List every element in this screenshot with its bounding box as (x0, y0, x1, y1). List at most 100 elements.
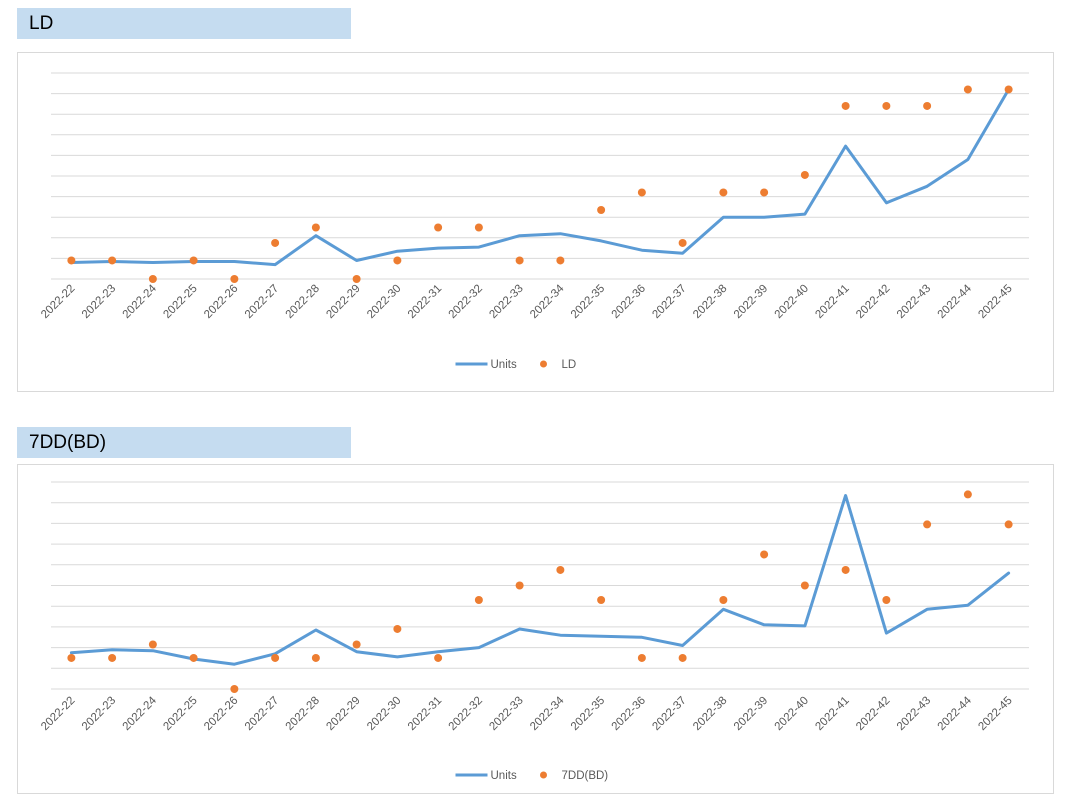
x-tick-label: 2022-44 (936, 694, 975, 733)
data-point (271, 238, 280, 247)
section-header-ld: LD (17, 8, 351, 39)
x-tick-label: 2022-36 (610, 695, 648, 733)
data-point (556, 565, 565, 574)
data-point (841, 101, 850, 110)
data-point (230, 275, 239, 283)
data-point (474, 223, 483, 232)
x-tick-label: 2022-32 (447, 695, 485, 733)
x-tick-label: 2022-39 (732, 283, 770, 321)
data-point (760, 188, 769, 197)
data-point (108, 653, 117, 662)
data-point (271, 653, 280, 662)
data-point (597, 595, 606, 604)
x-tick-label: 2022-37 (650, 283, 688, 321)
data-point (393, 256, 402, 265)
x-tick-label: 2022-30 (365, 695, 403, 733)
x-tick-label: 2022-25 (161, 283, 199, 321)
x-tick-label: 2022-24 (121, 282, 160, 321)
data-point (1004, 520, 1013, 529)
section-header-7dd: 7DD(BD) (17, 427, 351, 458)
x-tick-label: 2022-41 (813, 695, 851, 733)
data-point (637, 653, 646, 662)
legend-label: 7DD(BD) (562, 770, 609, 782)
data-point (963, 490, 972, 499)
data-point (882, 101, 891, 110)
x-tick-label: 2022-28 (284, 283, 322, 321)
x-tick-label: 2022-34 (528, 694, 567, 733)
data-point (637, 188, 646, 197)
legend-label: Units (491, 770, 517, 782)
x-axis-ticks: 2022-22 2022-23 2022-24 2022-25 2022-26 2022-… (39, 694, 1015, 733)
data-point (963, 85, 972, 94)
data-point (474, 595, 483, 604)
data-point (597, 205, 606, 214)
data-point (678, 238, 687, 247)
x-tick-label: 2022-40 (773, 695, 811, 733)
data-point (189, 256, 198, 265)
x-tick-label: 2022-32 (447, 283, 485, 321)
legend-dot-swatch (540, 771, 547, 779)
chart-svg: 2022-22 2022-23 2022-24 2022-25 2022-26 2022-… (39, 481, 1029, 782)
x-tick-label: 2022-37 (650, 695, 688, 733)
x-tick-label: 2022-41 (813, 283, 851, 321)
x-tick-label: 2022-42 (854, 695, 892, 733)
x-tick-label: 2022-45 (976, 283, 1014, 321)
x-tick-label: 2022-23 (80, 695, 118, 733)
data-point (352, 640, 361, 649)
data-point (148, 640, 157, 649)
x-tick-label: 2022-36 (610, 283, 648, 321)
x-tick-label: 2022-26 (202, 283, 240, 321)
x-tick-label: 2022-33 (487, 695, 525, 733)
series-points (67, 490, 1013, 693)
data-point (515, 256, 524, 265)
series-line-units (69, 494, 1011, 666)
data-point (189, 653, 198, 662)
x-tick-label: 2022-45 (976, 695, 1014, 733)
data-point (678, 653, 687, 662)
legend: Units LD (455, 359, 576, 371)
x-tick-label: 2022-34 (528, 282, 567, 321)
data-point (800, 170, 809, 179)
gridlines (51, 72, 1029, 280)
x-tick-label: 2022-43 (895, 283, 933, 321)
x-tick-label: 2022-27 (243, 695, 281, 733)
section-title: 7DD(BD) (29, 432, 107, 453)
x-tick-label: 2022-30 (365, 283, 403, 321)
data-point (515, 581, 524, 590)
x-tick-label: 2022-38 (691, 695, 729, 733)
data-point (1004, 85, 1013, 94)
data-point (923, 101, 932, 110)
x-tick-label: 2022-35 (569, 695, 607, 733)
x-tick-label: 2022-22 (39, 283, 77, 321)
x-tick-label: 2022-31 (406, 283, 444, 321)
data-point (230, 685, 239, 693)
x-tick-label: 2022-27 (243, 283, 281, 321)
data-point (800, 581, 809, 590)
data-point (923, 520, 932, 529)
legend-dot-swatch (540, 360, 547, 368)
x-axis-ticks: 2022-22 2022-23 2022-24 2022-25 2022-26 2022-… (39, 282, 1015, 321)
x-tick-label: 2022-42 (854, 283, 892, 321)
data-point (434, 653, 443, 662)
x-tick-label: 2022-23 (80, 283, 118, 321)
data-point (148, 275, 157, 283)
chart-ld: 2022-22 2022-23 2022-24 2022-25 2022-26 2022-… (17, 52, 1054, 392)
data-point (841, 565, 850, 574)
data-point (719, 188, 728, 197)
x-tick-label: 2022-29 (324, 283, 362, 321)
series-line-units (69, 88, 1011, 267)
series-points (67, 85, 1013, 283)
chart-7dd: 2022-22 2022-23 2022-24 2022-25 2022-26 2022-… (17, 464, 1054, 794)
data-point (352, 275, 361, 283)
data-point (108, 256, 117, 265)
data-point (760, 550, 769, 559)
data-point (67, 256, 76, 265)
x-tick-label: 2022-40 (773, 283, 811, 321)
x-tick-label: 2022-25 (161, 695, 199, 733)
data-point (434, 223, 443, 232)
x-tick-label: 2022-22 (39, 695, 77, 733)
x-tick-label: 2022-29 (324, 695, 362, 733)
x-tick-label: 2022-26 (202, 695, 240, 733)
data-point (556, 256, 565, 265)
x-tick-label: 2022-39 (732, 695, 770, 733)
